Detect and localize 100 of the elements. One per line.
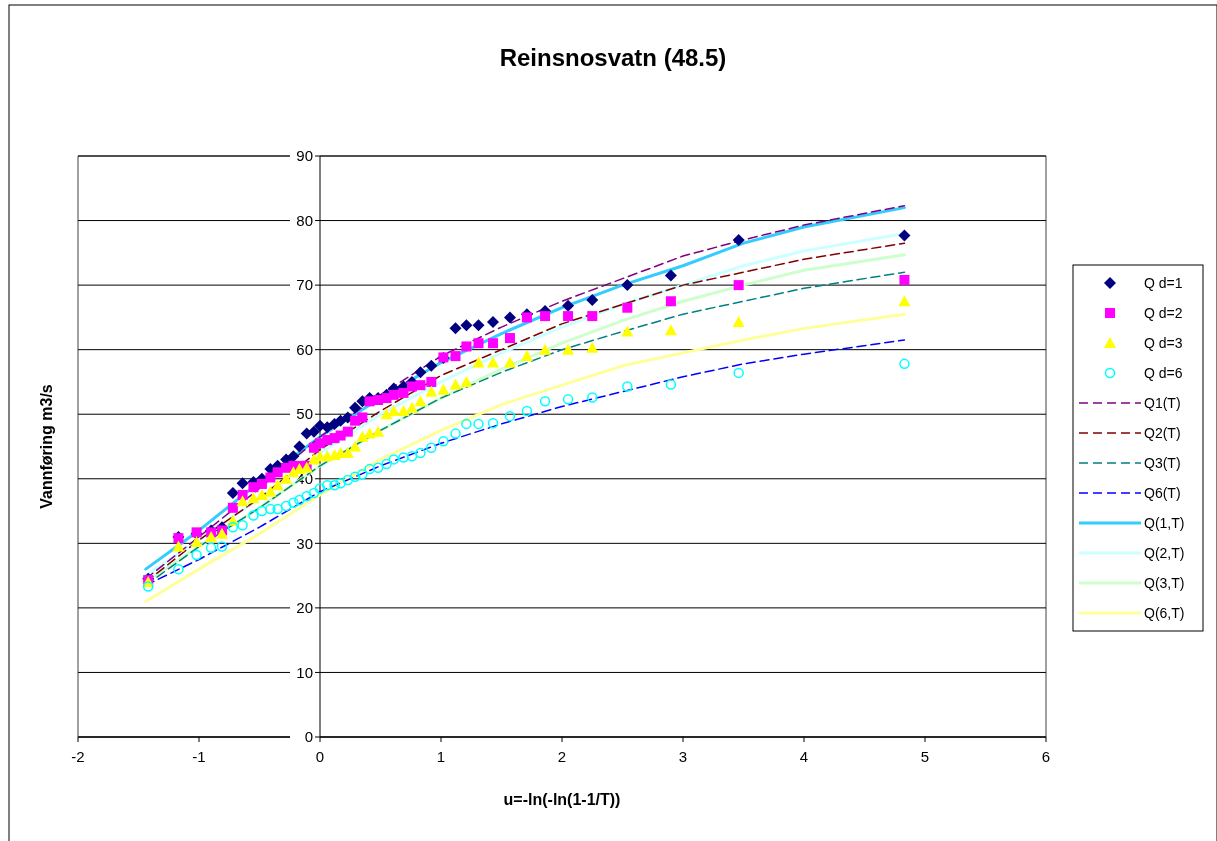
point — [398, 452, 409, 463]
legend-label: Q(6,T) — [1144, 604, 1185, 621]
point — [372, 425, 385, 437]
point — [539, 343, 552, 355]
point — [335, 478, 346, 489]
point — [621, 279, 634, 292]
x-tick-label: -1 — [192, 748, 206, 765]
point — [521, 312, 532, 323]
point — [388, 389, 399, 400]
point — [899, 274, 910, 285]
point — [473, 338, 484, 349]
point — [329, 479, 340, 491]
point — [460, 375, 473, 387]
point — [563, 311, 574, 322]
point — [190, 536, 203, 548]
point — [342, 426, 353, 437]
point — [280, 500, 292, 512]
x-tick-label: 1 — [436, 748, 446, 765]
point — [521, 405, 533, 417]
point — [665, 379, 677, 390]
point — [488, 338, 499, 349]
y-tick-label: 30 — [296, 534, 313, 552]
legend-label: Q d=1 — [1144, 274, 1183, 291]
y-tick-label: 90 — [296, 147, 313, 165]
legend-label: Q d=6 — [1144, 364, 1183, 381]
y-axis-title: Vannføring m3/s — [38, 384, 55, 509]
point — [356, 430, 369, 442]
legend-label: Q(1,T) — [1144, 514, 1185, 531]
y-tick-label: 70 — [296, 276, 313, 294]
point — [899, 358, 910, 370]
point — [388, 454, 400, 465]
point — [540, 311, 551, 322]
point — [426, 442, 437, 454]
point — [562, 299, 575, 312]
point — [349, 440, 362, 452]
point — [426, 376, 437, 387]
point — [236, 495, 249, 507]
point — [621, 325, 634, 337]
point — [248, 510, 259, 521]
point — [237, 520, 248, 531]
point — [520, 350, 533, 362]
point — [342, 474, 354, 486]
x-tick-label: 2 — [557, 748, 567, 765]
x-tick-label: -2 — [71, 748, 85, 765]
point — [236, 477, 249, 490]
y-tick-label: 20 — [296, 599, 313, 617]
point — [539, 396, 551, 407]
point — [472, 356, 485, 368]
point — [415, 380, 426, 391]
point — [664, 269, 677, 282]
point — [256, 478, 267, 489]
point — [406, 450, 418, 462]
point — [265, 503, 276, 515]
point — [425, 359, 438, 372]
y-tick-label: 0 — [304, 728, 313, 746]
point — [247, 492, 260, 504]
x-tick-label: 0 — [315, 748, 325, 765]
y-tick-label: 10 — [296, 663, 313, 681]
point — [438, 436, 449, 447]
point — [472, 319, 485, 332]
point — [732, 233, 745, 246]
point — [357, 412, 368, 423]
y-tick-label: 60 — [296, 340, 313, 358]
x-tick-label: 4 — [799, 748, 809, 765]
point — [504, 410, 516, 422]
legend-label: Q6(T) — [1144, 484, 1181, 501]
point — [733, 280, 744, 291]
point — [397, 404, 410, 416]
point — [586, 293, 599, 306]
point — [280, 472, 293, 484]
point — [664, 324, 677, 336]
point — [205, 530, 218, 542]
point — [425, 385, 438, 397]
point — [173, 563, 184, 575]
point — [294, 494, 305, 506]
point — [487, 418, 499, 429]
point — [226, 486, 239, 499]
chart-title: Reinsnosvatn (48.5) — [499, 44, 727, 71]
point — [461, 341, 472, 352]
point — [272, 503, 283, 515]
point — [562, 343, 575, 355]
point — [293, 440, 306, 453]
point — [288, 497, 299, 508]
point — [308, 487, 320, 499]
point — [271, 479, 284, 491]
point — [487, 356, 500, 368]
point — [898, 295, 911, 307]
point — [587, 392, 598, 403]
point — [334, 414, 347, 427]
legend-label: Q d=2 — [1144, 304, 1183, 321]
point — [461, 418, 472, 430]
point — [587, 311, 598, 322]
legend-label: Q d=3 — [1144, 334, 1183, 351]
point — [503, 311, 516, 324]
point — [248, 482, 259, 493]
point — [364, 463, 375, 475]
y-tick-label: 80 — [296, 211, 313, 229]
point — [255, 488, 268, 500]
point — [380, 408, 393, 420]
point — [503, 356, 516, 368]
